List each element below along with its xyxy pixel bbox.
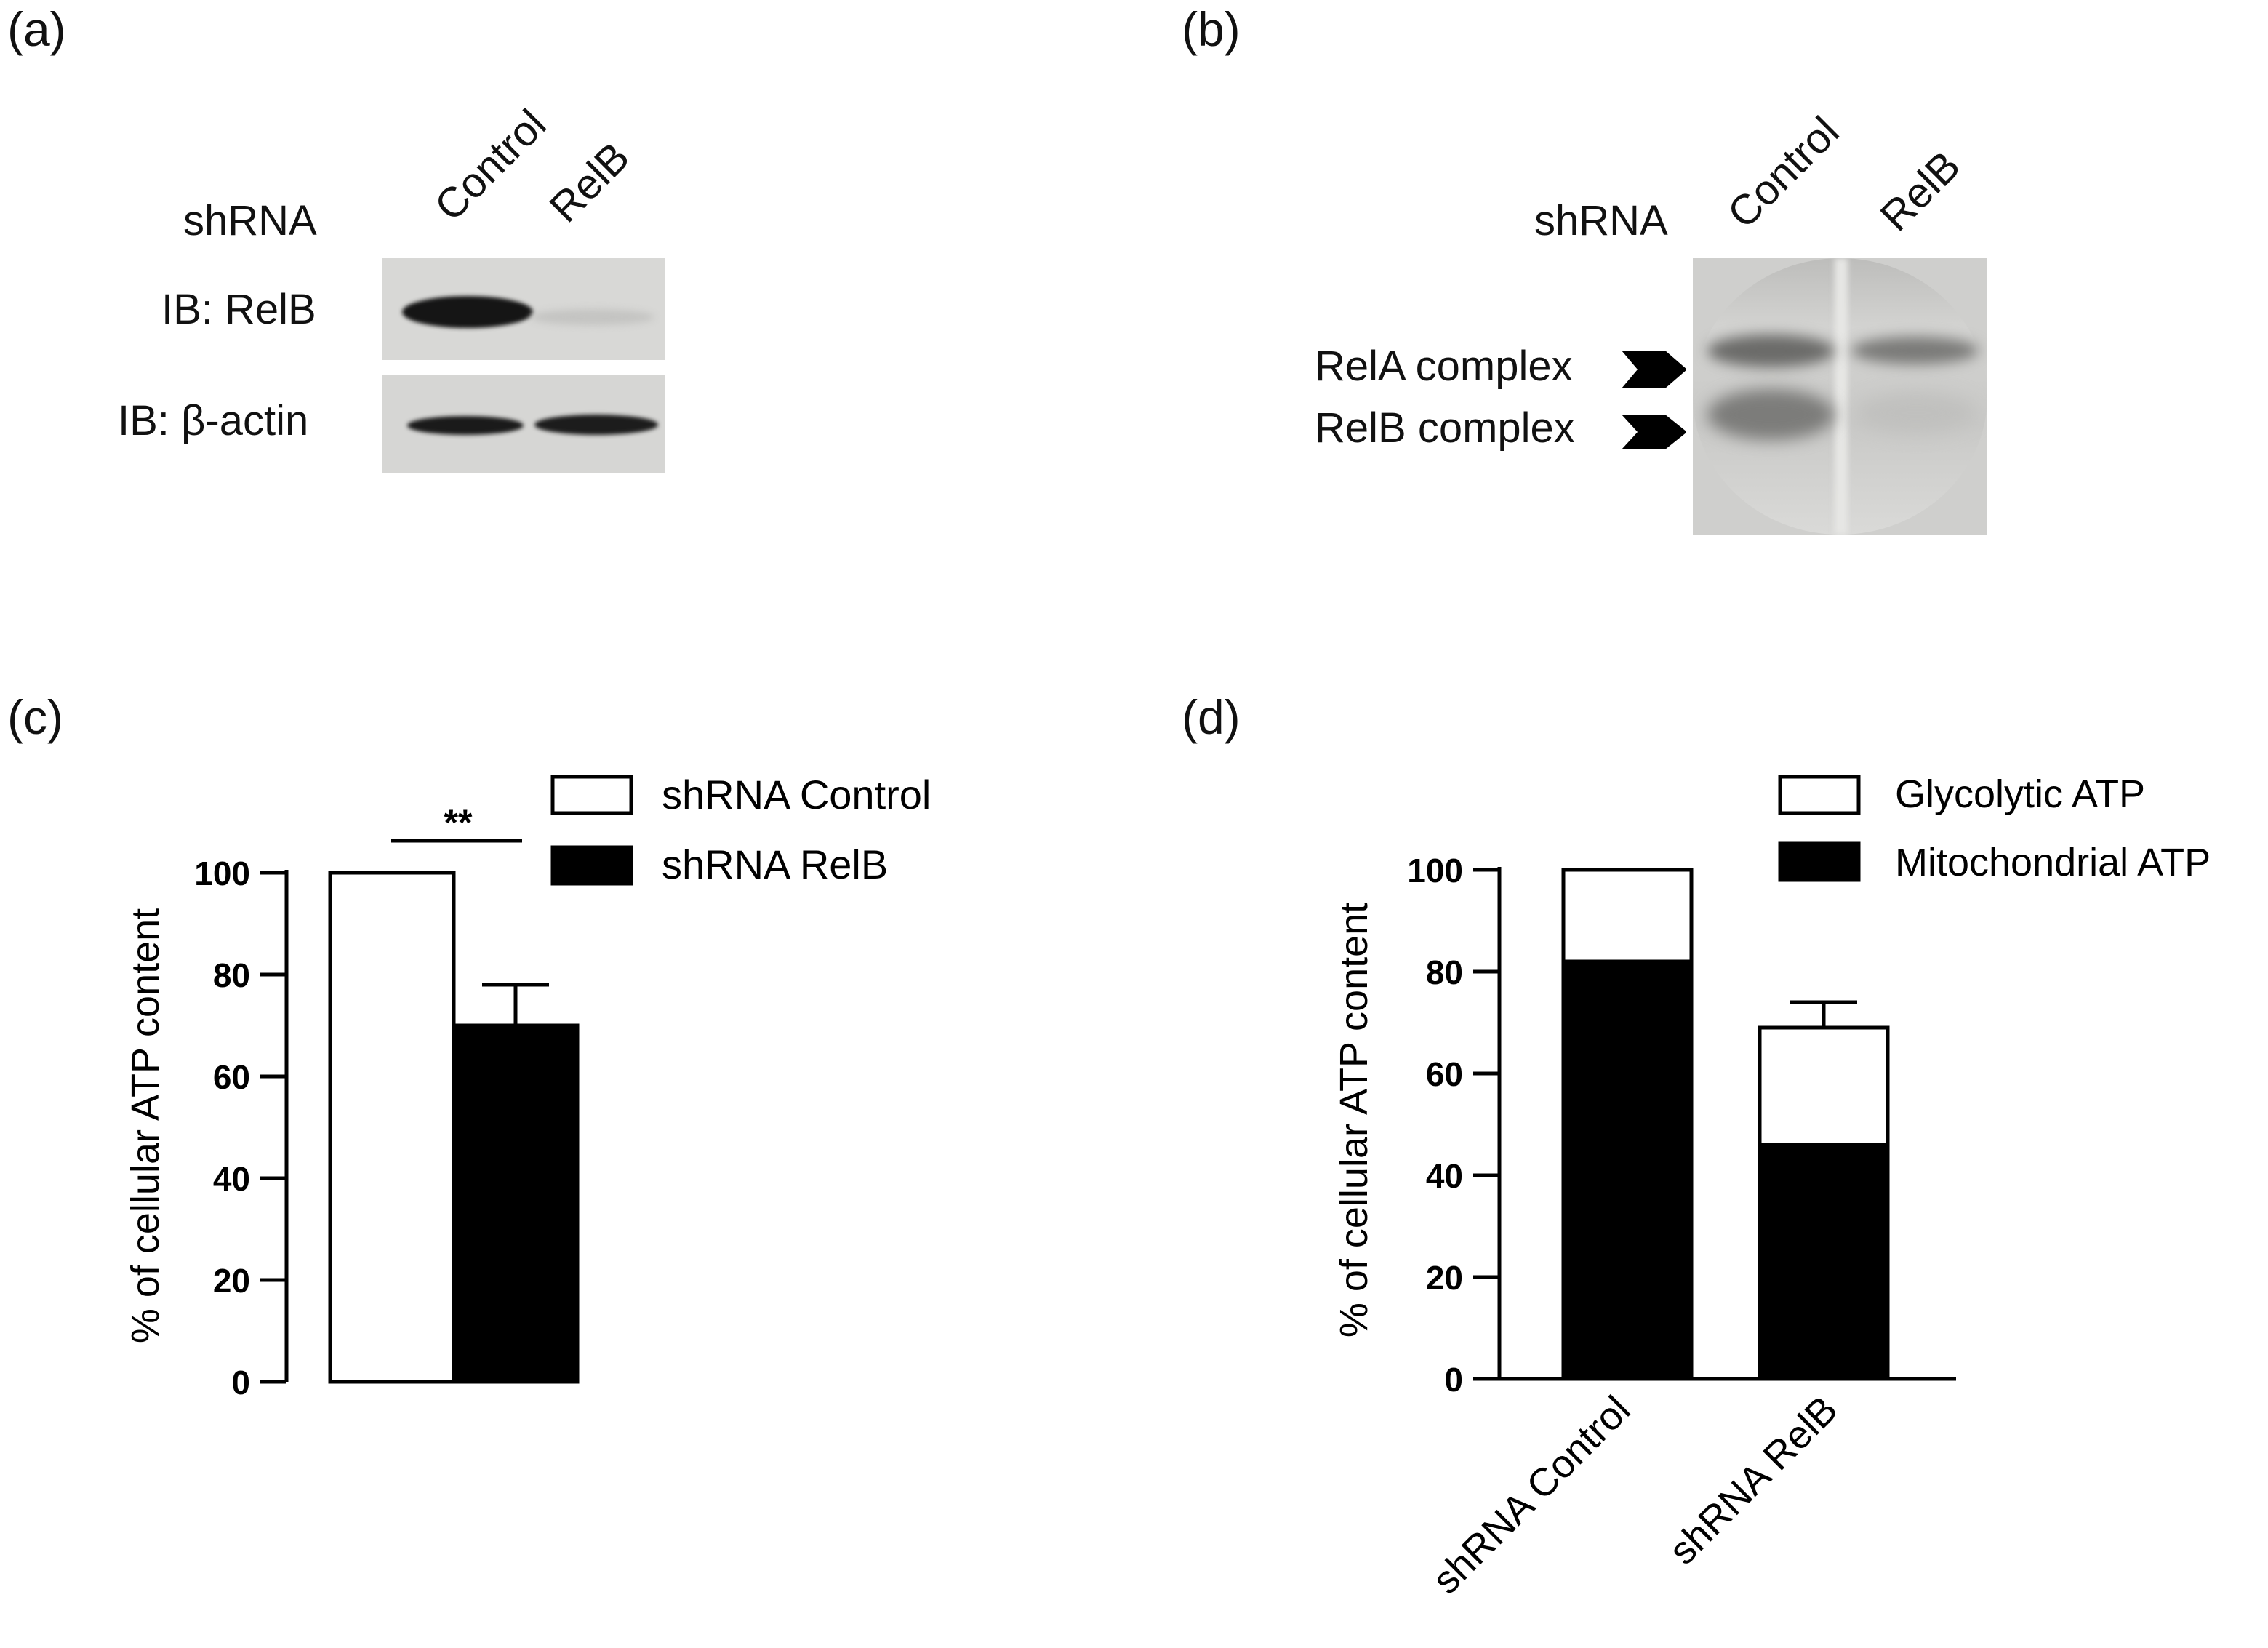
legend-swatch-mitochondrial: [1778, 841, 1861, 882]
band-actin-relb: [534, 415, 658, 435]
band-relb-complex-control: [1707, 389, 1835, 440]
chart-c-axes: 0 20 40 60 80 100: [194, 855, 289, 1401]
chart-d-x-tick-relb: shRNA RelB: [1661, 1388, 1846, 1573]
y-tick-label-60: 60: [213, 1058, 250, 1096]
arrowhead-relb-icon: [1622, 415, 1686, 449]
panel-label-a: (a): [7, 2, 66, 56]
panel-b-band-label-rela: RelA complex: [1315, 343, 1573, 390]
legend-swatch-glycolytic: [1778, 775, 1861, 815]
y-tick-label-40: 40: [1426, 1157, 1463, 1195]
gel-lane-gap: [1835, 258, 1848, 535]
legend-label-mitochondrial: Mitochondrial ATP: [1895, 841, 2211, 884]
bar-segment-shrna-control-glycolytic-atp: [1561, 868, 1694, 964]
chart-d-bars: [1561, 868, 1890, 1381]
chart-c-legend: shRNA Control shRNA RelB: [550, 772, 931, 887]
panel-a-blot-relb: [382, 258, 665, 360]
legend-swatch-control: [550, 775, 633, 815]
chart-d-legend: Glycolytic ATP Mitochondrial ATP: [1778, 772, 2211, 884]
bar-segment-shrna-relb-glycolytic-atp: [1758, 1025, 1890, 1147]
panel-b-arrowheads: [1622, 351, 1686, 449]
chart-c-y-axis-label: % of cellular ATP content: [124, 908, 167, 1343]
y-tick-label-40: 40: [213, 1160, 250, 1198]
panel-a-blot-label-relb: IB: RelB: [161, 286, 316, 333]
legend-label-control: shRNA Control: [662, 772, 931, 817]
band-actin-control: [407, 416, 524, 435]
band-relb-control: [402, 296, 533, 328]
y-tick-label-100: 100: [194, 855, 250, 892]
significance-marker: **: [444, 802, 473, 843]
panel-b-lane-control: Control: [1718, 108, 1848, 238]
panel-a-blot-label-actin: IB: β-actin: [118, 397, 309, 444]
bar-shrna-relb: [452, 1023, 580, 1384]
y-tick-label-0: 0: [231, 1364, 250, 1401]
panel-b-row-label: shRNA: [1534, 197, 1668, 244]
panel-label-b: (b): [1182, 2, 1241, 56]
panel-label-d: (d): [1182, 690, 1241, 744]
chart-c: 0 20 40 60 80 100 % of cellular ATP content *…: [124, 772, 931, 1401]
panel-b-lane-relb: RelB: [1871, 142, 1970, 241]
chart-d-y-ticks: 0 20 40 60 80 100: [1407, 852, 1499, 1399]
panel-a-blot-actin: [382, 375, 665, 473]
band-rela-relb: [1851, 337, 1979, 364]
panel-a-row-label: shRNA: [183, 197, 317, 244]
bar-segment-shrna-control-mitochondrial-atp: [1561, 959, 1694, 1381]
chart-c-bars: [328, 871, 580, 1384]
y-tick-label-20: 20: [1426, 1259, 1463, 1297]
y-tick-label-100: 100: [1407, 852, 1463, 889]
arrowhead-rela-icon: [1622, 351, 1686, 388]
chart-c-y-ticks: 0 20 40 60 80 100: [194, 855, 286, 1401]
chart-d-y-axis-label: % of cellular ATP content: [1332, 903, 1376, 1337]
legend-label-glycolytic: Glycolytic ATP: [1895, 772, 2145, 816]
panel-label-c: (c): [7, 690, 63, 744]
bar-segment-shrna-relb-mitochondrial-atp: [1758, 1143, 1890, 1381]
panel-a-lane-control: Control: [425, 100, 556, 231]
panel-b-emsa-gel: [1693, 258, 1987, 535]
panel-b-band-label-relb: RelB complex: [1315, 404, 1575, 452]
y-tick-label-80: 80: [1426, 953, 1463, 991]
chart-d: 0 20 40 60 80 100 % of cellular ATP content s…: [1332, 772, 2211, 1602]
legend-swatch-relb: [550, 845, 633, 886]
bar-shrna-control: [328, 871, 456, 1384]
band-rela-control: [1707, 335, 1835, 367]
panel-a-lane-relb: RelB: [540, 133, 639, 232]
y-tick-label-0: 0: [1444, 1361, 1463, 1399]
y-tick-label-60: 60: [1426, 1055, 1463, 1093]
y-tick-label-80: 80: [213, 956, 250, 994]
chart-c-significance: **: [391, 802, 522, 843]
band-relb-knockdown: [531, 309, 654, 325]
legend-label-relb: shRNA RelB: [662, 841, 888, 887]
band-relb-complex-relb: [1856, 393, 1976, 433]
chart-d-x-tick-control: shRNA Control: [1424, 1388, 1639, 1602]
y-tick-label-20: 20: [213, 1262, 250, 1300]
